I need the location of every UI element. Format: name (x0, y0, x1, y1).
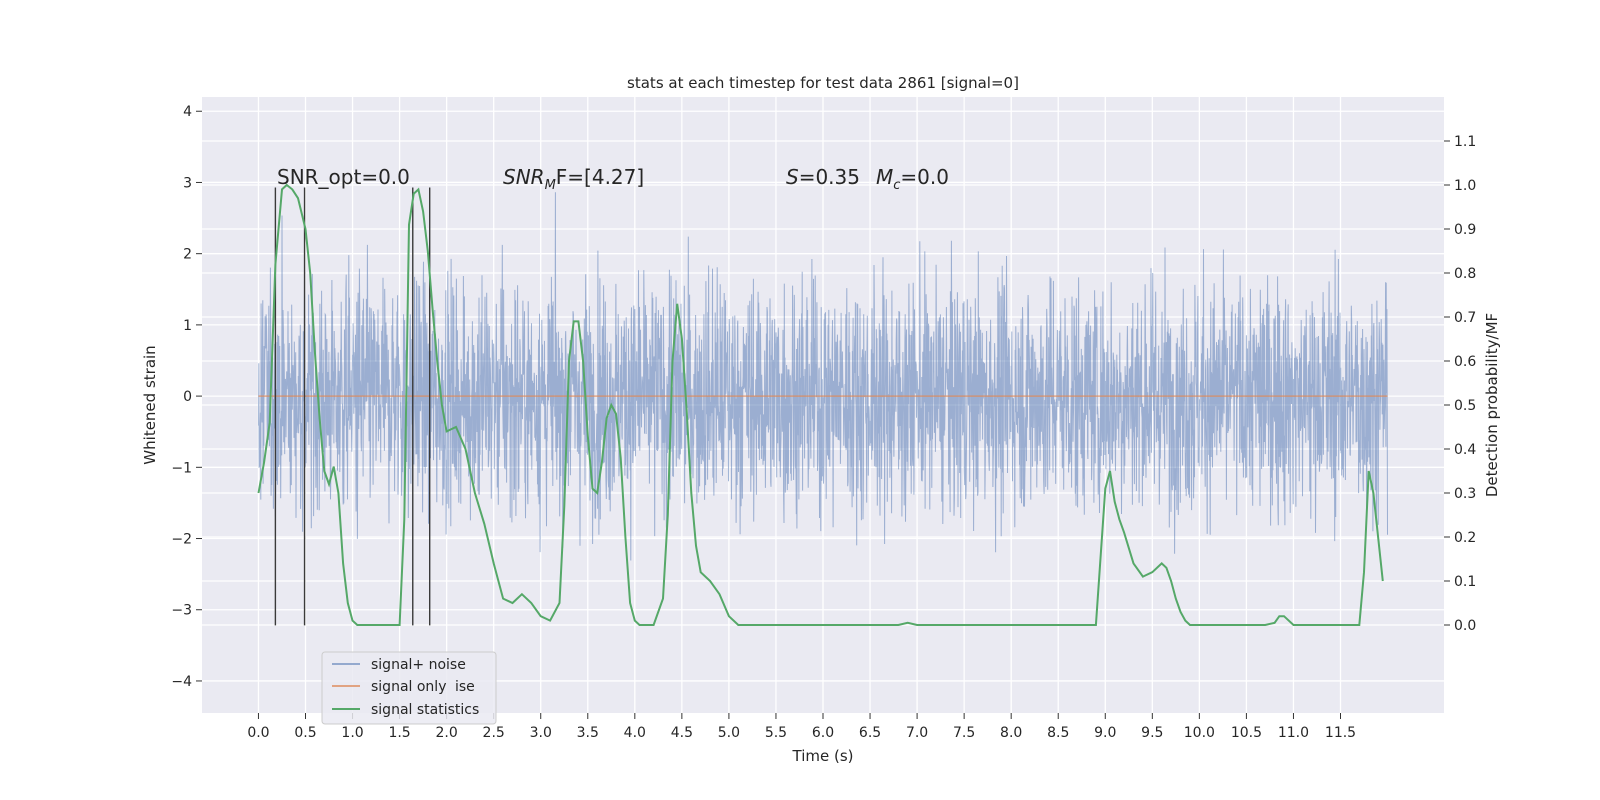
x-axis-label: Time (s) (792, 747, 854, 765)
x-tick-label: 11.0 (1278, 725, 1309, 741)
y2-tick-label: 0.1 (1454, 574, 1476, 590)
x-tick-label: 10.0 (1184, 725, 1215, 741)
y-axis-label: Whitened strain (141, 345, 159, 464)
legend-box (321, 651, 497, 725)
x-tick-label: 9.0 (1094, 725, 1116, 741)
mc-italic: M (876, 165, 893, 189)
chart-title: stats at each timestep for test data 286… (627, 74, 1019, 92)
y2-tick-label: 0.7 (1454, 310, 1476, 326)
snr-mf-base: SNR (503, 165, 545, 189)
noise-line (258, 192, 1388, 561)
y-tick-label: −4 (171, 674, 192, 690)
y-tick-label: 2 (183, 247, 192, 263)
x-tick-label: 6.0 (812, 725, 834, 741)
y2-tick-label: 0.5 (1454, 398, 1476, 414)
y-tick-label: −2 (171, 532, 192, 548)
x-tick-label: 3.0 (530, 725, 552, 741)
y2-tick-label: 0.8 (1454, 266, 1476, 282)
x-tick-label: 5.5 (765, 725, 787, 741)
y-tick-label: −3 (171, 603, 192, 619)
y2-axis-label: Detection probability/MF (1483, 313, 1501, 497)
y2-tick-label: 1.0 (1454, 178, 1476, 194)
mc-value: =0.0 (900, 165, 949, 189)
legend-overlap-fragment: ise (455, 679, 475, 695)
snr-mf-sub: M (545, 178, 556, 193)
legend: ise signal+ noise signal only signal sta… (321, 651, 497, 725)
y2-ticks: 0.0 0.1 0.2 0.3 0.4 0.5 0.6 0.7 0.8 0.9 1.0 1.1 (1444, 134, 1476, 634)
y2-tick-label: 0.3 (1454, 486, 1476, 502)
s-value: =0.35 (799, 165, 860, 189)
annotation-snr-opt: SNR_opt=0.0 (277, 165, 410, 189)
x-tick-label: 11.5 (1325, 725, 1356, 741)
stats-line (257, 183, 1384, 626)
x-tick-label: 6.5 (859, 725, 881, 741)
snr-mf-tail: F=[4.27] (556, 165, 644, 189)
noise-series (258, 192, 1388, 561)
x-tick-label: 2.0 (436, 725, 458, 741)
y-tick-label: 1 (183, 318, 192, 334)
x-tick-label: 4.5 (671, 725, 693, 741)
y-tick-label: −1 (171, 460, 192, 476)
stats-series (257, 183, 1384, 626)
x-tick-label: 9.5 (1141, 725, 1163, 741)
s-italic: S (786, 165, 799, 189)
x-tick-label: 10.5 (1231, 725, 1262, 741)
y2-tick-label: 0.6 (1454, 354, 1476, 370)
y-tick-label: 0 (183, 389, 192, 405)
annotation-s-mc: S=0.35 Mc=0.0 (786, 165, 949, 193)
x-tick-label: 0.0 (247, 725, 269, 741)
y-tick-label: 3 (183, 175, 192, 191)
x-tick-label: 7.5 (953, 725, 975, 741)
x-tick-label: 8.0 (1000, 725, 1022, 741)
y2-tick-label: 0.0 (1454, 618, 1476, 634)
x-tick-label: 4.0 (624, 725, 646, 741)
x-tick-label: 1.5 (388, 725, 410, 741)
legend-label-noise: signal+ noise (371, 657, 466, 673)
vertical-markers (274, 187, 431, 626)
y2-tick-label: 0.4 (1454, 442, 1476, 458)
mc-sub: c (893, 178, 900, 193)
x-tick-label: 5.0 (718, 725, 740, 741)
x-tick-label: 8.5 (1047, 725, 1069, 741)
legend-label-stats: signal statistics (371, 702, 479, 718)
x-tick-label: 1.0 (341, 725, 363, 741)
x-ticks: 0.0 0.5 1.0 1.5 2.0 2.5 3.0 3.5 4.0 4.5 5.0 5.5 6.0 6… (247, 713, 1356, 741)
x-tick-label: 2.5 (483, 725, 505, 741)
y-ticks: −4 −3 −2 −1 0 1 2 3 4 (171, 104, 202, 690)
legend-label-signal-only: signal only (371, 679, 446, 695)
y-tick-label: 4 (183, 104, 192, 120)
y2-tick-label: 0.2 (1454, 530, 1476, 546)
x-tick-label: 0.5 (294, 725, 316, 741)
x-tick-label: 3.5 (577, 725, 599, 741)
y2-tick-label: 0.9 (1454, 222, 1476, 238)
y2-tick-label: 1.1 (1454, 134, 1476, 150)
x-tick-label: 7.0 (906, 725, 928, 741)
annotation-snr-mf: SNRMF=[4.27] (503, 165, 644, 193)
